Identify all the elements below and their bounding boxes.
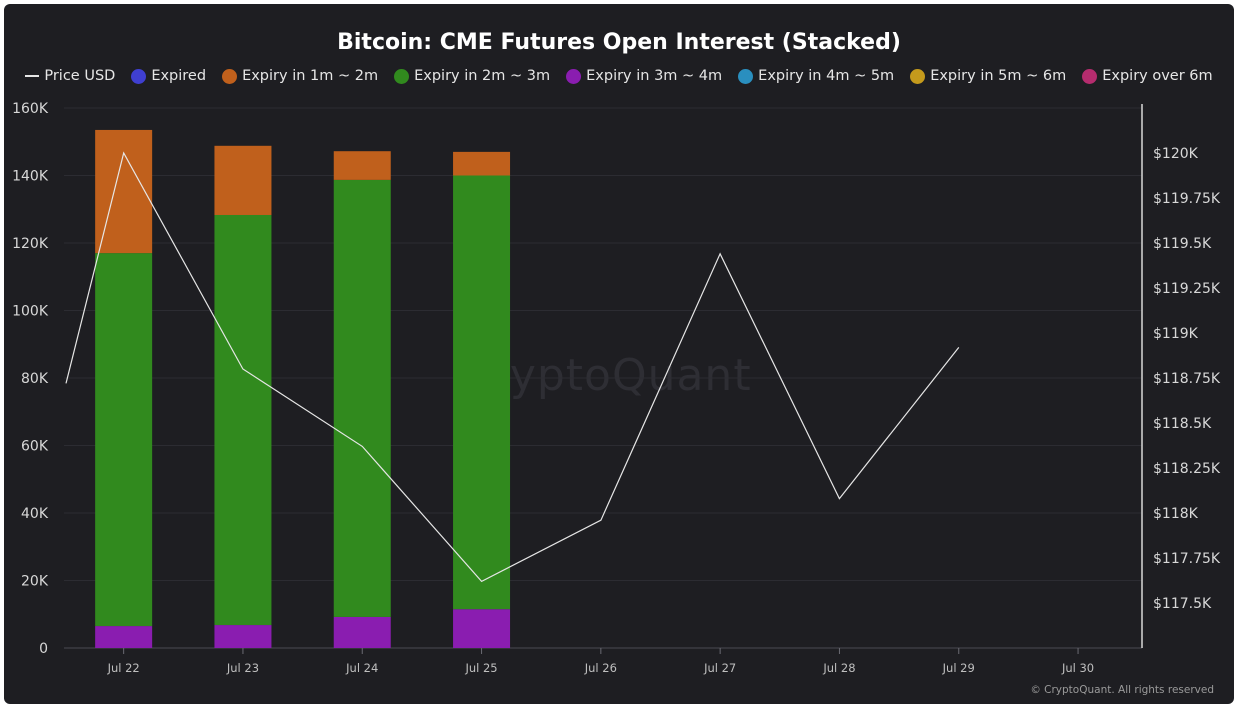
y-right-tick-label: $119.25K — [1153, 281, 1221, 297]
legend-item-over-6m[interactable]: Expiry over 6m — [1082, 68, 1213, 84]
bar-segment — [214, 625, 272, 648]
x-tick-label: Jul 27 — [703, 661, 736, 675]
legend-label-over-6m: Expiry over 6m — [1102, 68, 1213, 84]
bar-segment — [453, 175, 511, 610]
legend-label-1m-2m: Expiry in 1m ~ 2m — [242, 68, 379, 84]
legend-label-5m-6m: Expiry in 5m ~ 6m — [930, 68, 1067, 84]
bar-segment — [95, 129, 153, 254]
copyright-footer: © CryptoQuant. All rights reserved — [1030, 684, 1214, 696]
y-left-tick-label: 0 — [39, 641, 48, 657]
x-tick-label: Jul 28 — [822, 661, 855, 675]
x-tick-label: Jul 25 — [464, 661, 497, 675]
y-right-tick-label: $118.5K — [1153, 416, 1212, 432]
x-tick-label: Jul 23 — [226, 661, 259, 675]
legend-swatch-expired — [131, 68, 147, 84]
legend-swatch-1m-2m — [222, 68, 238, 84]
bar-segment — [95, 253, 153, 627]
legend: Price USD Expired Expiry in 1m ~ 2m Expi… — [4, 68, 1234, 84]
legend-item-5m-6m[interactable]: Expiry in 5m ~ 6m — [910, 68, 1066, 84]
legend-swatch-price — [25, 75, 40, 77]
y-right-tick-label: $119K — [1153, 326, 1199, 342]
legend-label-4m-5m: Expiry in 4m ~ 5m — [758, 68, 895, 84]
legend-item-4m-5m[interactable]: Expiry in 4m ~ 5m — [738, 68, 894, 84]
y-left-tick-label: 100K — [12, 304, 49, 320]
y-right-tick-label: $119.75K — [1153, 191, 1221, 207]
y-left-tick-label: 140K — [12, 169, 49, 185]
y-right-tick-label: $118K — [1153, 506, 1199, 522]
y-right-tick-label: $117.5K — [1153, 596, 1212, 612]
legend-label-expired: Expired — [151, 68, 207, 84]
x-tick-label: Jul 24 — [345, 661, 378, 675]
x-tick-label: Jul 30 — [1061, 661, 1094, 675]
y-left-tick-label: 80K — [21, 371, 49, 387]
bar-segment — [214, 145, 272, 215]
legend-item-expired[interactable]: Expired — [131, 68, 206, 84]
y-left-tick-label: 40K — [21, 506, 49, 522]
bar-segment — [214, 214, 272, 626]
legend-swatch-3m-4m — [566, 68, 582, 84]
legend-swatch-5m-6m — [910, 68, 926, 84]
bar-segment — [95, 626, 153, 648]
legend-swatch-2m-3m — [394, 68, 410, 84]
chart-frame: Bitcoin: CME Futures Open Interest (Stac… — [4, 4, 1234, 704]
legend-item-3m-4m[interactable]: Expiry in 3m ~ 4m — [566, 68, 722, 84]
y-left-tick-label: 160K — [12, 101, 49, 117]
x-tick-label: Jul 29 — [942, 661, 975, 675]
legend-item-2m-3m[interactable]: Expiry in 2m ~ 3m — [394, 68, 550, 84]
y-left-tick-label: 120K — [12, 236, 49, 252]
chart-title: Bitcoin: CME Futures Open Interest (Stac… — [337, 30, 901, 55]
x-tick-label: Jul 26 — [584, 661, 617, 675]
y-right-tick-label: $119.5K — [1153, 236, 1212, 252]
bar-segment — [333, 616, 391, 648]
legend-item-1m-2m[interactable]: Expiry in 1m ~ 2m — [222, 68, 378, 84]
x-tick-label: Jul 22 — [107, 661, 140, 675]
y-right-tick-label: $118.25K — [1153, 461, 1221, 477]
legend-swatch-4m-5m — [738, 68, 754, 84]
legend-label-3m-4m: Expiry in 3m ~ 4m — [586, 68, 723, 84]
bar-segment — [453, 609, 511, 648]
y-right-tick-label: $118.75K — [1153, 371, 1221, 387]
legend-label-price: Price USD — [44, 68, 116, 84]
legend-item-price[interactable]: Price USD — [25, 68, 115, 84]
bar-segment — [333, 179, 391, 617]
bar-segment — [453, 151, 511, 176]
price-line — [65, 151, 960, 583]
y-right-tick-label: $117.75K — [1153, 551, 1221, 567]
y-right-tick-label: $120K — [1153, 146, 1199, 162]
legend-label-2m-3m: Expiry in 2m ~ 3m — [414, 68, 551, 84]
chart-plot: 0 20K 40K 60K 80K 100K 120K 140K 160K $117.5K $117… — [12, 101, 1221, 675]
y-left-tick-label: 60K — [21, 439, 49, 455]
legend-swatch-over-6m — [1082, 68, 1098, 84]
y-left-tick-label: 20K — [21, 574, 49, 590]
bar-segment — [333, 151, 391, 180]
